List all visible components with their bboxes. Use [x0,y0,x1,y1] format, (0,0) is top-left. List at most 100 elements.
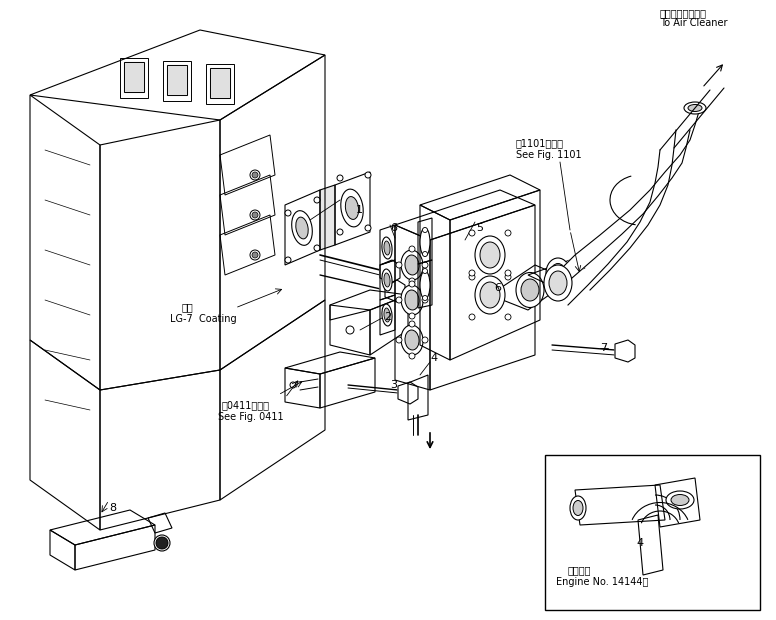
Polygon shape [320,185,335,250]
Circle shape [422,268,428,273]
Ellipse shape [671,495,689,505]
Ellipse shape [405,255,419,275]
Circle shape [314,197,320,203]
Circle shape [409,278,415,284]
Polygon shape [148,513,172,533]
Ellipse shape [666,491,694,509]
Ellipse shape [292,211,312,246]
Polygon shape [395,225,430,390]
Polygon shape [545,455,760,610]
Circle shape [422,296,428,301]
Polygon shape [167,65,187,95]
Text: 1: 1 [356,205,363,215]
Ellipse shape [382,269,392,291]
Circle shape [285,257,291,263]
Text: Engine No. 14144～: Engine No. 14144～ [556,577,649,587]
Circle shape [469,274,475,280]
Ellipse shape [480,242,500,268]
Circle shape [409,353,415,359]
Ellipse shape [345,197,359,219]
Circle shape [290,382,296,388]
Ellipse shape [549,271,567,295]
Polygon shape [490,265,570,310]
Polygon shape [418,218,432,264]
Circle shape [396,262,402,268]
Circle shape [314,245,320,251]
Text: 6: 6 [390,223,397,233]
Polygon shape [163,61,191,101]
Circle shape [505,230,511,236]
Circle shape [396,297,402,303]
Polygon shape [220,55,325,370]
Circle shape [365,172,371,178]
Polygon shape [408,375,428,420]
Polygon shape [560,108,700,292]
Polygon shape [330,305,370,355]
Ellipse shape [382,237,392,259]
Polygon shape [380,260,395,300]
Ellipse shape [384,273,390,287]
Ellipse shape [296,217,308,239]
Ellipse shape [573,500,583,515]
Circle shape [422,297,428,303]
Circle shape [469,230,475,236]
Polygon shape [210,68,230,98]
Polygon shape [285,352,375,374]
Polygon shape [30,95,100,390]
Circle shape [250,210,260,220]
Text: 5: 5 [476,223,483,233]
Circle shape [505,274,511,280]
Polygon shape [380,295,395,335]
Polygon shape [30,30,325,120]
Polygon shape [385,280,405,302]
Circle shape [422,337,428,343]
Polygon shape [100,120,220,390]
Circle shape [469,270,475,276]
Circle shape [252,212,258,218]
Text: 適用号標: 適用号標 [568,565,591,575]
Text: 6: 6 [494,283,501,293]
Polygon shape [330,290,408,320]
Polygon shape [450,190,540,360]
Polygon shape [120,58,148,98]
Polygon shape [420,175,540,220]
Ellipse shape [570,496,586,520]
Polygon shape [50,510,155,545]
Polygon shape [220,300,325,500]
Polygon shape [655,478,700,527]
Ellipse shape [521,279,539,301]
Ellipse shape [341,189,363,227]
Polygon shape [398,382,418,404]
Text: 8: 8 [109,503,116,513]
Polygon shape [528,260,585,283]
Text: See Fig. 0411: See Fig. 0411 [218,412,283,422]
Circle shape [365,225,371,231]
Circle shape [337,175,343,181]
Text: To Air Cleaner: To Air Cleaner [660,18,728,28]
Circle shape [396,337,402,343]
Ellipse shape [684,102,706,114]
Polygon shape [75,525,155,570]
Polygon shape [420,205,450,360]
Polygon shape [206,64,234,104]
Ellipse shape [401,285,423,315]
Polygon shape [30,340,100,530]
Text: See Fig. 1101: See Fig. 1101 [516,150,582,160]
Text: 7: 7 [600,343,607,353]
Circle shape [422,228,428,232]
Circle shape [156,537,168,549]
Text: ㄐ0411図参照: ㄐ0411図参照 [222,400,270,410]
Ellipse shape [401,325,423,355]
Polygon shape [638,515,663,575]
Ellipse shape [405,330,419,350]
Ellipse shape [401,250,423,280]
Circle shape [422,262,428,268]
Ellipse shape [384,308,390,322]
Circle shape [505,270,511,276]
Ellipse shape [546,258,570,288]
Circle shape [252,172,258,178]
Ellipse shape [382,304,392,326]
Circle shape [154,535,170,551]
Circle shape [409,246,415,252]
Polygon shape [575,485,665,525]
